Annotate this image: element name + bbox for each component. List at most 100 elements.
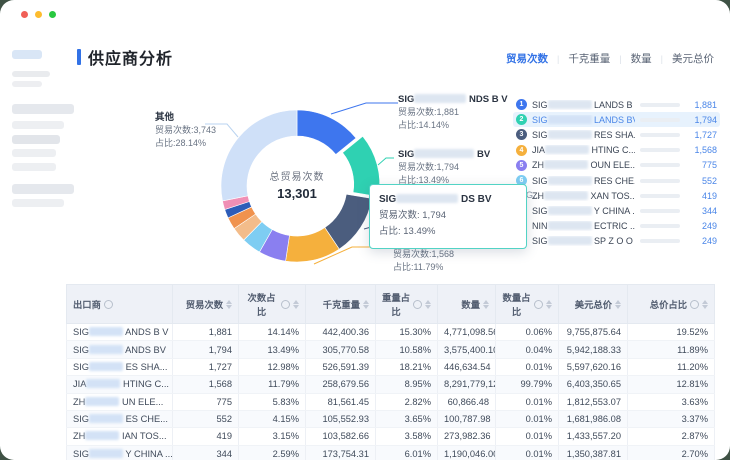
- table-cell: 81,561.45: [305, 393, 376, 411]
- supplier-name-link[interactable]: SIG LANDS B V: [532, 99, 635, 110]
- redacted-text: [86, 379, 121, 389]
- tab-separator: |: [556, 53, 560, 64]
- table-cell: 1,881: [172, 323, 239, 342]
- redacted-text: [544, 190, 588, 200]
- minimize-window-dot[interactable]: [35, 11, 42, 18]
- page-header: 供应商分析: [77, 45, 173, 69]
- sort-icon[interactable]: [363, 299, 369, 309]
- column-header-8[interactable]: 美元总价: [558, 284, 628, 324]
- ranking-row[interactable]: 1 SIG LANDS B V 1,881: [513, 97, 720, 112]
- table-cell: 5,597,620.16: [558, 358, 628, 377]
- rank-value: 552: [701, 175, 717, 186]
- column-header-7[interactable]: 数量占比: [495, 284, 559, 324]
- table-cell: 13.49%: [238, 340, 306, 359]
- table-row: ZH IAN TOS... 419 3.15% 103,582.66 3.58% 273,…: [66, 427, 715, 446]
- rank-badge: 5: [516, 159, 527, 171]
- rank-value: 1,727: [694, 129, 717, 140]
- sort-icon[interactable]: [546, 299, 552, 309]
- sort-icon[interactable]: [483, 299, 489, 309]
- title-accent-bar: [77, 49, 81, 65]
- ranking-row[interactable]: 6 SIG RES CHE... 552: [513, 173, 720, 188]
- tab-2[interactable]: 千克重量: [568, 53, 611, 65]
- ranking-row[interactable]: 7 ZH XAN TOS... 419: [513, 188, 720, 203]
- ranking-row[interactable]: 5 ZH OUN ELE... 775: [513, 158, 720, 173]
- supplier-name-link[interactable]: SIG RES SHA...: [532, 129, 635, 140]
- table-cell: 18.21%: [375, 358, 438, 377]
- donut-slice-11[interactable]: [220, 109, 298, 202]
- info-icon: [413, 299, 422, 309]
- exporter-name-link[interactable]: ZH IAN TOS...: [66, 427, 173, 446]
- sidebar-placeholder: [12, 50, 42, 59]
- exporter-name-link[interactable]: SIG ANDS B V: [66, 323, 173, 342]
- table-cell: 3.15%: [238, 427, 306, 446]
- sort-icon[interactable]: [702, 299, 708, 309]
- tab-3[interactable]: 数量: [630, 53, 652, 65]
- ranking-row[interactable]: 10 SIG SP Z O O 249: [513, 234, 720, 249]
- tab-4[interactable]: 美元总价: [672, 53, 714, 65]
- supplier-name-link[interactable]: ZH OUN ELE...: [532, 160, 635, 171]
- column-header-5[interactable]: 重量占比: [375, 284, 438, 324]
- supplier-ranking-list: 1 SIG LANDS B V 1,881 2 SIG LANDS BV 1,7…: [513, 97, 720, 249]
- zoom-window-dot[interactable]: [49, 11, 56, 18]
- sort-icon[interactable]: [293, 299, 299, 309]
- table-cell: 173,754.31: [305, 445, 376, 460]
- donut-slice-1[interactable]: [296, 109, 357, 155]
- rank-badge: 2: [516, 114, 527, 126]
- ranking-row[interactable]: 4 JIA HTING C... 1,568: [513, 143, 720, 158]
- supplier-name-link[interactable]: ZH XAN TOS...: [532, 190, 635, 201]
- sidebar-placeholder: [12, 135, 60, 144]
- exporter-name-link[interactable]: ZH UN ELE...: [66, 393, 173, 411]
- rank-value: 249: [701, 236, 717, 247]
- ranking-row[interactable]: 3 SIG RES SHA... 1,727: [513, 127, 720, 142]
- sort-icon[interactable]: [425, 299, 431, 309]
- table-cell: 3,575,400.10: [437, 340, 496, 359]
- table-cell: 0.01%: [495, 358, 559, 377]
- table-cell: 4.15%: [238, 410, 306, 429]
- sort-icon[interactable]: [615, 299, 621, 309]
- column-label: 出口商: [73, 300, 101, 310]
- table-cell: 2.59%: [238, 445, 306, 460]
- column-header-3[interactable]: 次数占比: [238, 284, 306, 324]
- column-header-9[interactable]: 总价占比: [627, 284, 715, 324]
- tab-1[interactable]: 贸易次数: [505, 53, 548, 65]
- column-label: 贸易次数: [185, 300, 223, 310]
- table-cell: 1,433,557.20: [558, 427, 628, 446]
- callout-line: [377, 157, 394, 166]
- table-cell: 2.82%: [375, 393, 438, 411]
- donut-slice-2[interactable]: [342, 135, 381, 198]
- column-header-4[interactable]: 千克重量: [305, 284, 376, 324]
- sort-icon[interactable]: [226, 299, 232, 309]
- ranking-row[interactable]: 8 SIG Y CHINA ... 344: [513, 203, 720, 218]
- exporter-name-link[interactable]: SIG ES SHA...: [66, 358, 173, 377]
- exporter-name-link[interactable]: SIG Y CHINA ...: [66, 445, 173, 460]
- table-row: SIG ANDS BV 1,794 13.49% 305,770.58 10.58% 3,…: [66, 340, 715, 359]
- supplier-name-link[interactable]: SIG SP Z O O: [532, 236, 633, 247]
- callout-slice-1: SIG NDS B V 贸易次数:1,881 占比:14.14%: [398, 94, 508, 130]
- supplier-name-link[interactable]: SIG LANDS BV: [532, 114, 635, 125]
- donut-center-title: 总贸易次数: [269, 172, 325, 183]
- column-header-6[interactable]: 数量: [437, 284, 496, 324]
- sidebar-placeholder: [12, 71, 50, 77]
- exporter-name-link[interactable]: SIG ES CHE...: [66, 410, 173, 429]
- column-header-2[interactable]: 贸易次数: [172, 284, 239, 324]
- rank-value: 344: [701, 205, 717, 216]
- table-cell: 8,291,779,120.81: [437, 375, 496, 394]
- supplier-name-link[interactable]: JIA HTING C...: [532, 145, 635, 156]
- close-window-dot[interactable]: [21, 11, 28, 18]
- column-header-1[interactable]: 出口商: [66, 284, 173, 324]
- table-cell: 5,942,188.33: [558, 340, 628, 359]
- exporter-name-link[interactable]: SIG ANDS BV: [66, 340, 173, 359]
- sidebar-placeholder: [12, 104, 74, 114]
- ranking-row[interactable]: 2 SIG LANDS BV 1,794: [513, 112, 720, 128]
- redacted-text: [85, 396, 120, 406]
- table-row: SIG ES CHE... 552 4.15% 105,552.93 3.65% 100,…: [66, 410, 715, 429]
- supplier-name-link[interactable]: SIG RES CHE...: [532, 175, 635, 186]
- exporter-name-link[interactable]: JIA HTING C...: [66, 375, 173, 394]
- column-label: 美元总价: [574, 300, 612, 310]
- table-cell: 446,634.54: [437, 358, 496, 377]
- supplier-name-link[interactable]: NIN ECTRIC ...: [532, 221, 635, 232]
- table-cell: 1,794: [172, 340, 239, 359]
- supplier-name-link[interactable]: SIG Y CHINA ...: [532, 205, 635, 216]
- ranking-row[interactable]: 9 NIN ECTRIC ... 249: [513, 219, 720, 234]
- table-row: SIG ES SHA... 1,727 12.98% 526,591.39 18.21%…: [66, 358, 715, 377]
